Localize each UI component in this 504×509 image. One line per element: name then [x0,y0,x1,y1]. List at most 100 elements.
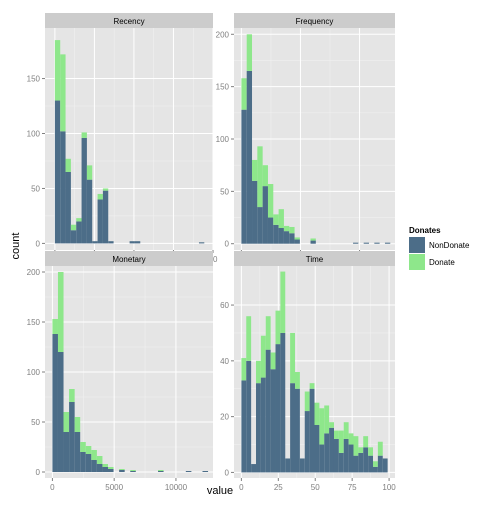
bar-donate [246,34,253,71]
bar-nondonate [310,240,316,244]
legend-swatch-donate [409,254,425,270]
bar-nondonate [285,458,291,473]
bar-donate [119,469,125,470]
y-tick-label: 0 [36,239,41,248]
bar-nondonate [91,460,97,472]
bar-nondonate [368,455,373,473]
bar-donate [70,224,77,231]
bar-donate [241,78,247,110]
y-tick-label: 100 [27,130,41,139]
bar-nondonate [96,464,103,472]
bar-nondonate [256,383,261,473]
x-axis-title: value [207,485,233,497]
bar-nondonate [158,471,164,472]
bar-nondonate [70,230,77,244]
bar-nondonate [329,427,334,473]
bar-nondonate [372,466,378,473]
y-tick-label: 0 [225,240,230,249]
bar-donate [91,450,97,460]
bar-nondonate [343,438,349,473]
y-tick-label: 0 [36,468,41,477]
x-tick-label: 75 [348,483,357,492]
bar-donate [283,225,290,232]
y-tick-label: 50 [31,418,40,427]
bar-nondonate [319,444,325,473]
legend-label-donate: Donate [429,258,455,267]
bar-donate [102,188,109,191]
bar-nondonate [246,360,252,473]
bar-nondonate [309,388,315,473]
bar-donate [329,422,334,428]
bar-nondonate [333,438,339,473]
bar-nondonate [81,137,87,244]
bar-donate [54,40,61,101]
bar-nondonate [129,241,135,244]
strip-monetary [45,251,213,266]
x-tick-label: 80 [209,255,218,264]
bar-nondonate [252,180,258,244]
y-tick-label: 100 [27,368,41,377]
bar-nondonate [257,207,263,244]
strip-recency [45,13,213,28]
strip-time [234,251,395,266]
bar-donate [348,433,354,445]
bar-nondonate [63,432,70,472]
bar-nondonate [102,190,109,244]
strip-frequency [234,13,395,28]
x-tick-label: 0 [239,483,244,492]
bar-nondonate [384,242,391,244]
bar-donate [97,193,103,200]
bar-nondonate [348,444,354,473]
bar-donate [81,132,87,138]
bar-nondonate [52,334,58,472]
bar-nondonate [85,454,92,472]
bar-donate [309,383,315,389]
bar-donate [363,436,369,448]
bar-nondonate [134,241,141,244]
legend-title: Donates [409,226,441,235]
bars-time [241,271,388,473]
bar-nondonate [74,432,81,472]
bar-nondonate [185,471,192,472]
bar-donate [289,226,295,234]
facet-panels: Recency020406080050100150Frequency020400… [27,13,396,492]
bar-nondonate [304,411,310,473]
legend: Donates NonDonate Donate [409,226,470,270]
bar-nondonate [69,402,75,472]
bar-nondonate [246,70,253,244]
y-tick-label: 40 [220,357,229,366]
y-tick-label: 150 [27,75,41,84]
panel-frequency: Frequency02040050100150200 [216,13,395,264]
plot-area-recency [45,28,213,250]
strip-label-recency: Recency [113,17,144,26]
x-tick-label: 10000 [165,483,188,492]
bar-donate [130,470,136,471]
bar-nondonate [267,217,274,244]
bar-nondonate [108,469,114,472]
bar-nondonate [273,224,279,244]
strip-label-time: Time [306,255,324,264]
y-tick-label: 100 [216,135,230,144]
bar-donate [267,184,274,218]
strip-label-frequency: Frequency [296,17,334,26]
bar-nondonate [363,242,370,244]
bar-nondonate [290,383,296,473]
bar-nondonate [108,241,114,244]
bars-frequency [241,34,391,244]
bar-nondonate [275,344,281,473]
bar-donate [52,319,58,334]
bar-nondonate [97,199,103,244]
bars-recency [54,40,205,244]
x-tick-label: 100 [382,483,396,492]
bar-nondonate [280,332,286,473]
bar-nondonate [358,452,364,473]
bar-nondonate [76,221,82,244]
bar-donate [333,430,339,439]
bar-donate [343,422,349,439]
x-tick-label: 5000 [105,483,123,492]
bar-donate [278,209,284,229]
bar-donate [280,271,286,333]
bar-donate [65,158,71,172]
bar-donate [265,316,271,350]
